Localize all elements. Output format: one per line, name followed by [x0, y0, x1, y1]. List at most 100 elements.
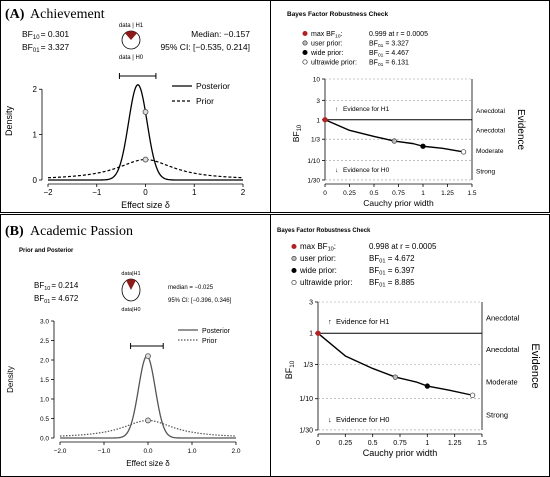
max-prior-point	[322, 117, 328, 123]
legend-wide-label: wide prior:	[310, 50, 343, 57]
x-tick-label: −1	[92, 188, 102, 197]
legend-user-label: user prior:	[311, 41, 343, 48]
legend-user-value: BF01 = 3.327	[369, 41, 409, 50]
y-tick-label: 1.5	[40, 377, 49, 384]
panel-b-pie: data|H1 data|H0	[121, 271, 140, 313]
x-tick-label: 0.25	[343, 190, 356, 197]
wide-prior-point	[420, 143, 426, 149]
panel-a-header: (A) Achievement	[5, 7, 105, 22]
svg-text:BF01= 4.672: BF01= 4.672	[34, 294, 79, 305]
legend-max-marker	[302, 30, 308, 37]
y-tick-label: 10	[313, 77, 321, 84]
panel-b-robustness-plot: 3 1 1/3 1/10 1/300 0.25 0.5 0.75 1 1.25 1.5 Cauchy …	[284, 242, 541, 458]
pie-h1-slice	[126, 279, 136, 290]
x-tick-label: 1.5	[477, 440, 487, 447]
panel-b-title: Academic Passion	[30, 224, 133, 239]
evidence-h1-label: Evidence for H1	[336, 317, 389, 326]
y-tick-label: 1/10	[307, 158, 320, 165]
panel-b-label: (B)	[5, 224, 24, 239]
y-axis-label: BF10	[284, 360, 296, 379]
y-tick-label: 1/30	[299, 427, 313, 434]
x-tick-label: −2.0	[54, 448, 67, 455]
y-axis-label: BF10	[291, 124, 303, 142]
prior-curve	[59, 419, 237, 437]
posterior-point-at-zero	[142, 109, 149, 115]
evidence-h1-arrow: ↑	[328, 317, 332, 326]
x-tick-label: 0	[323, 190, 327, 197]
legend-posterior-label: Posterior	[202, 328, 231, 335]
panel-b-robustness-title: Bayes Factor Robustness Check	[277, 228, 371, 234]
bf01-label: BF	[34, 294, 44, 303]
x-tick-label: 0	[316, 440, 320, 447]
legend-max-marker	[291, 243, 297, 250]
panel-a-robustness-plot: 10 3 1 1/3 1/10 1/300 0.25 0.5 0.75 1 1.25 1.5 Cauch…	[291, 30, 526, 208]
posterior-curve	[60, 355, 236, 439]
bf10-value: = 0.301	[41, 29, 70, 39]
x-tick-label: 1	[425, 440, 429, 447]
pie-bottom-label: data|H0	[121, 307, 140, 313]
evidence-h0-arrow: ↓	[328, 415, 332, 424]
panel-a-label: (A)	[5, 7, 25, 22]
y-tick-label: 0	[33, 176, 38, 185]
evidence-category-label: Moderate	[476, 148, 504, 155]
panel-b-summary: median = −0.025 95% CI: [−0.396, 0.346]	[168, 285, 232, 304]
pie-top-label: data|H1	[121, 271, 140, 277]
panel-a-pie: data | H1 data | H0	[119, 23, 144, 61]
panel-a-summary: Median: −0.157 95% CI: [−0.535, 0.214]	[160, 29, 250, 52]
legend-max-label: max BF10:	[311, 31, 343, 40]
y-tick-label: 1/30	[307, 177, 320, 184]
bf01-label: BF	[22, 42, 33, 52]
legend-user-label: user prior:	[300, 254, 336, 263]
y-tick-label: 3	[316, 98, 320, 105]
legend-wide-marker	[291, 267, 297, 274]
evidence-h0-arrow: ↓	[335, 167, 338, 174]
bf01-sub: 01	[33, 48, 40, 54]
x-tick-label: 2	[241, 188, 246, 197]
pie-bottom-label: data | H0	[119, 55, 144, 61]
evidence-category-label: Anecdotal	[476, 108, 505, 115]
legend-max-value: 0.999 at r = 0.0005	[369, 31, 428, 38]
evidence-category-label: Anecdotal	[486, 345, 520, 354]
median-text: Median: −0.157	[191, 29, 250, 39]
legend-user-marker	[291, 255, 297, 262]
y-tick-label: 1	[316, 117, 320, 124]
bf10-sub: 10	[44, 286, 50, 292]
panel-b-density-plot: −2.0 −1.0 0.0 1.0 2.0 Effect size δ 0.0 0.5 1.0 1…	[6, 319, 241, 469]
x-axis-label: Cauchy prior width	[363, 448, 438, 458]
x-tick-label: 1.25	[441, 190, 454, 197]
max-prior-point	[315, 330, 321, 336]
legend-ultrawide-value: BF01 = 8.885	[369, 278, 415, 289]
panel-a-title: Achievement	[30, 7, 105, 22]
ultrawide-prior-point	[469, 392, 476, 398]
y-tick-label: 2.0	[40, 358, 49, 365]
evidence-category-label: Anecdotal	[486, 314, 520, 323]
x-tick-label: 0.0	[143, 448, 152, 455]
bf01-value: = 3.327	[41, 42, 70, 52]
y-tick-label: 0.5	[40, 416, 49, 423]
median-text: median = −0.025	[168, 285, 214, 291]
svg-text:BF01= 3.327: BF01= 3.327	[22, 42, 69, 54]
x-tick-label: 1.25	[448, 440, 462, 447]
legend-ultrawide-label: ultrawide prior:	[300, 278, 352, 287]
legend-wide-value: BF01 = 4.467	[369, 50, 409, 59]
evidence-category-label: Strong	[476, 168, 496, 175]
bf-robustness-curve	[317, 332, 473, 396]
legend-wide-marker	[302, 49, 308, 56]
legend-prior-label: Prior	[202, 338, 217, 345]
evidence-side-label: Evidence	[515, 109, 526, 151]
wide-prior-point	[424, 383, 430, 389]
bf10-sub: 10	[33, 35, 40, 41]
evidence-category-label: Anecdotal	[476, 127, 505, 134]
legend-ultrawide-marker	[302, 59, 308, 65]
evidence-h1-arrow: ↑	[335, 106, 338, 113]
panel-b-subtitle: Prior and Posterior	[19, 248, 74, 254]
ultrawide-prior-point	[460, 149, 467, 155]
x-tick-label: 1	[192, 188, 197, 197]
y-tick-label: 0.0	[40, 436, 49, 443]
legend-user-marker	[302, 40, 308, 46]
y-tick-label: 1/3	[311, 137, 320, 144]
legend-max-label: max BF10:	[300, 242, 336, 253]
user-prior-point	[392, 374, 398, 380]
legend-prior-label: Prior	[196, 96, 214, 106]
legend-wide-value: BF01 = 6.397	[369, 266, 415, 277]
